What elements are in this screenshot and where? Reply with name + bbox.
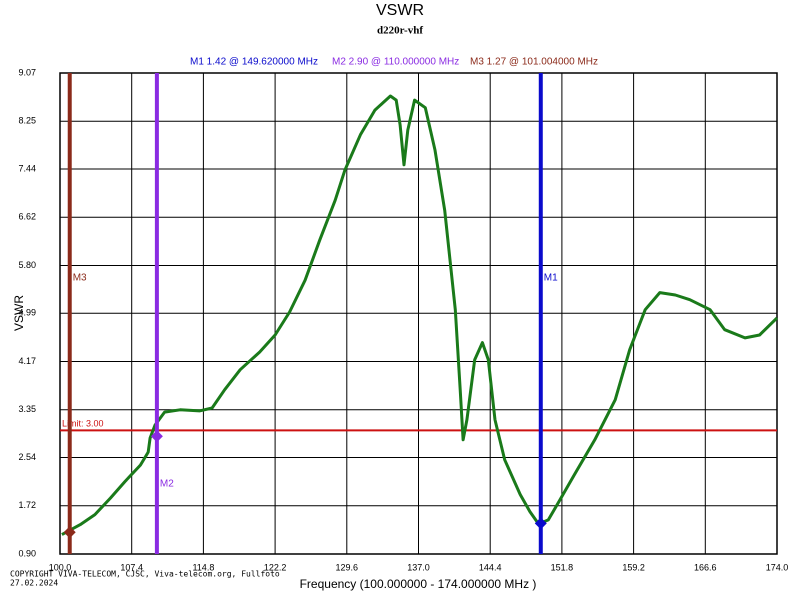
marker-point — [534, 517, 547, 530]
y-tick-label: 6.62 — [18, 212, 36, 222]
x-tick-label: 107.4 — [120, 562, 143, 572]
marker-header: M3 1.27 @ 101.004000 MHz — [470, 57, 598, 68]
copyright: COPYRIGHT VIVA-TELECOM, CJSC, Viva-telec… — [10, 570, 280, 579]
marker-name: M2 — [160, 479, 174, 490]
x-tick-label: 166.6 — [694, 562, 717, 572]
x-tick-label: 129.6 — [336, 562, 359, 572]
y-tick-label: 7.44 — [18, 163, 36, 173]
x-tick-label: 144.4 — [479, 562, 502, 572]
marker-point — [150, 430, 163, 443]
y-tick-label: 4.99 — [18, 308, 36, 318]
x-tick-label: 100.0 — [49, 562, 72, 572]
x-axis-label: Frequency (100.000000 - 174.000000 MHz ) — [300, 577, 537, 591]
y-tick-label: 1.72 — [18, 500, 36, 510]
x-tick-label: 114.8 — [192, 562, 214, 572]
x-tick-label: 159.2 — [622, 562, 645, 572]
marker-name: M1 — [544, 273, 558, 284]
marker-header: M2 2.90 @ 110.000000 MHz — [332, 57, 459, 68]
y-tick-label: 0.90 — [18, 548, 36, 558]
marker-point — [63, 526, 76, 539]
y-axis-label: VSWR — [12, 295, 26, 331]
y-tick-label: 3.35 — [18, 404, 36, 414]
y-tick-label: 4.17 — [18, 356, 36, 366]
plot-frame — [59, 72, 778, 555]
y-tick-label: 8.25 — [18, 116, 36, 126]
x-tick-label: 122.2 — [264, 562, 287, 572]
y-tick-label: 2.54 — [18, 452, 36, 462]
limit-label: Limit: 3.00 — [62, 419, 104, 429]
vswr-line — [61, 94, 779, 536]
x-tick-label: 137.0 — [407, 562, 430, 572]
y-tick-label: 9.07 — [18, 67, 36, 77]
x-tick-label: 174.0 — [766, 562, 789, 572]
chart-subtitle: d220r-vhf — [377, 25, 423, 37]
chart-title: VSWR — [376, 2, 424, 19]
y-tick-label: 5.80 — [18, 260, 36, 270]
marker-name: M3 — [73, 273, 87, 284]
x-tick-label: 151.8 — [551, 562, 574, 572]
date: 27.02.2024 — [10, 579, 58, 588]
marker-header: M1 1.42 @ 149.620000 MHz — [190, 57, 318, 68]
